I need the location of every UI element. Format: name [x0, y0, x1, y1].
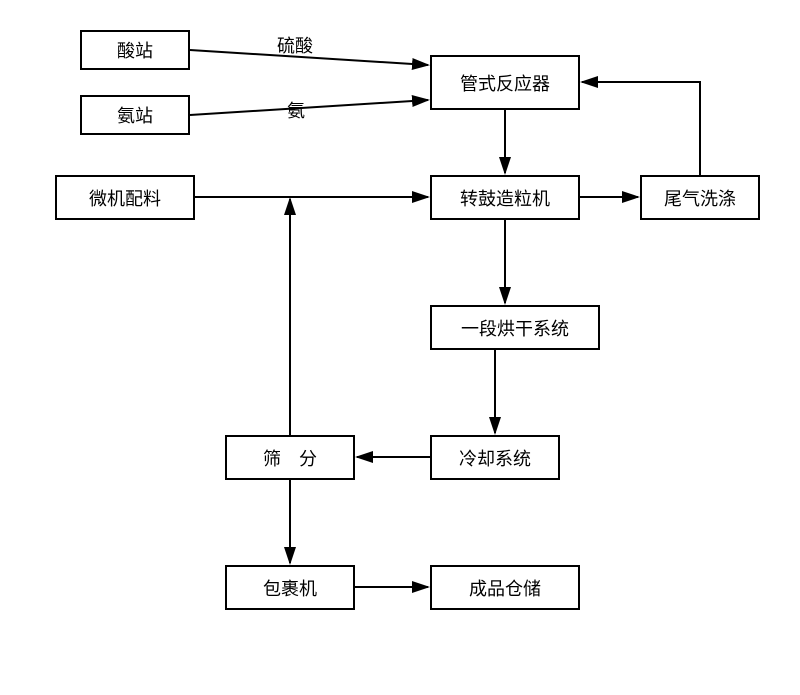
node-drum-granulator: 转鼓造粒机: [430, 175, 580, 220]
node-micro-batching: 微机配料: [55, 175, 195, 220]
node-cooling-system: 冷却系统: [430, 435, 560, 480]
node-screening: 筛 分: [225, 435, 355, 480]
node-tail-gas-wash: 尾气洗涤: [640, 175, 760, 220]
node-product-storage: 成品仓储: [430, 565, 580, 610]
node-wrapping: 包裹机: [225, 565, 355, 610]
edge-label-sulfuric-acid: 硫酸: [275, 32, 315, 58]
node-acid-station: 酸站: [80, 30, 190, 70]
edge-label-ammonia: 氨: [285, 97, 307, 123]
node-tube-reactor: 管式反应器: [430, 55, 580, 110]
node-ammonia-station: 氨站: [80, 95, 190, 135]
node-drying-system: 一段烘干系统: [430, 305, 600, 350]
